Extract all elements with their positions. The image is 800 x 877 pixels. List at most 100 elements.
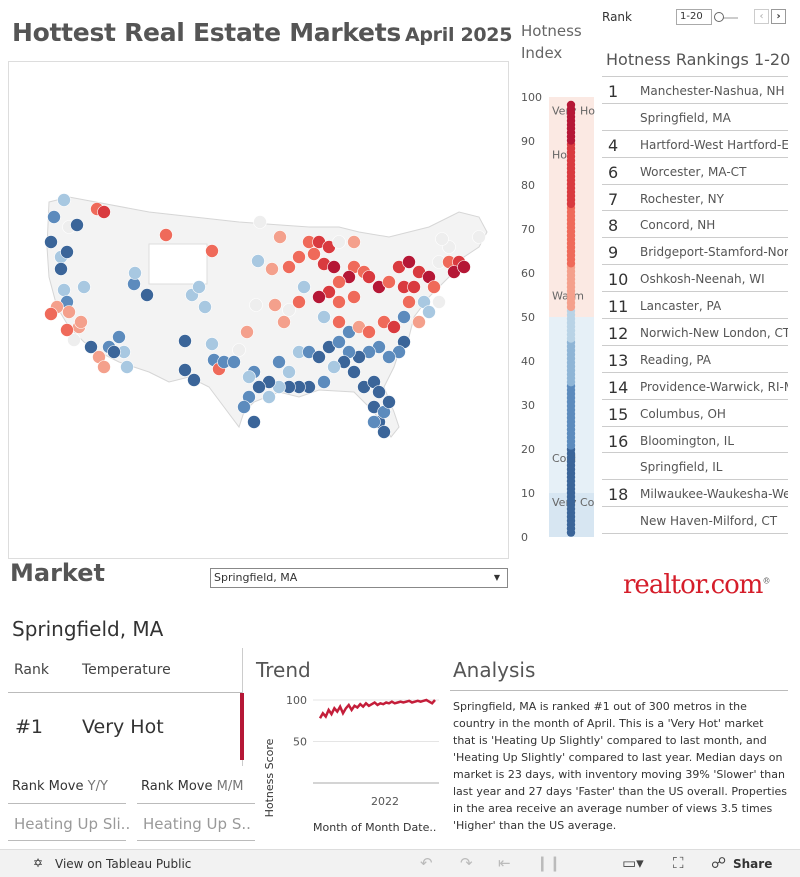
metro-dot[interactable]: [332, 315, 346, 329]
metro-dot[interactable]: [317, 310, 331, 324]
ranking-row[interactable]: 12 Norwich-New London, CT: [602, 319, 788, 346]
metro-dot[interactable]: [70, 218, 84, 232]
rank-slider-handle[interactable]: [714, 12, 724, 22]
metro-dot[interactable]: [402, 255, 416, 269]
metro-dot[interactable]: [397, 310, 411, 324]
metro-dot[interactable]: [227, 355, 241, 369]
metro-dot[interactable]: [387, 320, 401, 334]
revert-icon[interactable]: ⇤: [498, 854, 511, 872]
ranking-row[interactable]: 15 Columbus, OH: [602, 400, 788, 427]
metro-dot[interactable]: [205, 337, 219, 351]
ranking-row[interactable]: Springfield, IL: [602, 453, 788, 481]
metro-dot[interactable]: [140, 288, 154, 302]
metro-dot[interactable]: [402, 295, 416, 309]
metro-dot[interactable]: [312, 290, 326, 304]
metro-dot[interactable]: [277, 315, 291, 329]
view-on-tableau-link[interactable]: View on Tableau Public: [55, 857, 192, 871]
ranking-row[interactable]: Springfield, MA: [602, 104, 788, 131]
metro-dot[interactable]: [377, 425, 391, 439]
metro-dot[interactable]: [297, 280, 311, 294]
tableau-logo-icon[interactable]: ✡: [33, 856, 44, 870]
metro-dot[interactable]: [412, 315, 426, 329]
metro-dot[interactable]: [84, 340, 98, 354]
metro-dot[interactable]: [97, 360, 111, 374]
metro-dot[interactable]: [44, 307, 58, 321]
metro-dot[interactable]: [242, 370, 256, 384]
metro-dot[interactable]: [205, 244, 219, 258]
metro-dot[interactable]: [112, 330, 126, 344]
metro-dot[interactable]: [272, 355, 286, 369]
ranking-row[interactable]: 16 Bloomington, IL: [602, 427, 788, 454]
metro-dot[interactable]: [60, 323, 74, 337]
metro-dot[interactable]: [192, 280, 206, 294]
chevron-right-icon[interactable]: ›: [771, 9, 786, 24]
metro-dot[interactable]: [232, 343, 246, 357]
metro-dot[interactable]: [57, 283, 71, 297]
metro-dot[interactable]: [312, 350, 326, 364]
metro-dot[interactable]: [120, 360, 134, 374]
metro-dot[interactable]: [457, 260, 471, 274]
ranking-row[interactable]: 6 Worcester, MA-CT: [602, 158, 788, 185]
metro-dot[interactable]: [57, 193, 71, 207]
metro-dot[interactable]: [273, 230, 287, 244]
metro-dot[interactable]: [44, 235, 58, 249]
metro-dot[interactable]: [362, 325, 376, 339]
metro-dot[interactable]: [47, 210, 61, 224]
us-map-canvas[interactable]: [9, 62, 509, 559]
ranking-row[interactable]: 8 Concord, NH: [602, 211, 788, 239]
metro-dot[interactable]: [347, 365, 361, 379]
metro-dot[interactable]: [327, 360, 341, 374]
metro-dot[interactable]: [432, 295, 446, 309]
ranking-row[interactable]: New Haven-Milford, CT: [602, 507, 788, 535]
rankings-list[interactable]: 1 Manchester-Nashua, NH Springfield, MA 4 Ha…: [602, 76, 788, 536]
metro-dot[interactable]: [332, 235, 346, 249]
metro-dot[interactable]: [422, 305, 436, 319]
ranking-row[interactable]: 11 Lancaster, PA: [602, 292, 788, 320]
fullscreen-icon[interactable]: ⛶: [673, 854, 684, 872]
ranking-row[interactable]: 10 Oshkosh-Neenah, WI: [602, 265, 788, 293]
share-button[interactable]: Share: [733, 857, 773, 871]
metro-dot[interactable]: [282, 260, 296, 274]
metro-dot[interactable]: [268, 298, 282, 312]
metro-dot[interactable]: [60, 245, 74, 259]
metro-dot[interactable]: [427, 280, 441, 294]
metro-dot[interactable]: [327, 260, 341, 274]
metro-dot[interactable]: [253, 215, 267, 229]
metro-dot[interactable]: [62, 305, 76, 319]
metro-dot[interactable]: [237, 400, 251, 414]
ranking-row[interactable]: 7 Rochester, NY: [602, 185, 788, 212]
chevron-left-icon[interactable]: ‹: [754, 9, 769, 24]
metro-dot[interactable]: [382, 275, 396, 289]
us-map[interactable]: [8, 61, 509, 559]
market-select[interactable]: Springfield, MA ▼: [210, 568, 508, 588]
metro-dot[interactable]: [382, 395, 396, 409]
ranking-row[interactable]: 1 Manchester-Nashua, NH: [602, 77, 788, 104]
ranking-row[interactable]: 9 Bridgeport-Stamford-Norwalk, CT: [602, 238, 788, 266]
metro-dot[interactable]: [67, 333, 81, 347]
metro-dot[interactable]: [407, 280, 421, 294]
metro-dot[interactable]: [367, 415, 381, 429]
metro-dot[interactable]: [472, 230, 486, 244]
metro-dot[interactable]: [382, 350, 396, 364]
metro-dot[interactable]: [198, 300, 212, 314]
metro-dot[interactable]: [187, 373, 201, 387]
metro-dot[interactable]: [435, 232, 449, 246]
undo-icon[interactable]: ↶: [420, 854, 433, 872]
metro-dot[interactable]: [265, 262, 279, 276]
metro-dot[interactable]: [249, 298, 263, 312]
trend-chart[interactable]: Hotness Score Month of Month Date.. 100 5…: [256, 688, 446, 838]
metro-dot[interactable]: [332, 275, 346, 289]
ranking-row[interactable]: 18 Milwaukee-Waukesha-West Allis, WI: [602, 480, 788, 508]
ranking-row[interactable]: 4 Hartford-West Hartford-East Hartford, C…: [602, 131, 788, 158]
ranking-row[interactable]: 13 Reading, PA: [602, 346, 788, 373]
device-layout-icon[interactable]: ▭▾: [622, 854, 644, 872]
metro-dot[interactable]: [54, 262, 68, 276]
metro-dot[interactable]: [292, 295, 306, 309]
metro-dot[interactable]: [347, 235, 361, 249]
metro-dot[interactable]: [74, 315, 88, 329]
metro-dot[interactable]: [347, 290, 361, 304]
rank-filter-value[interactable]: 1-20: [676, 9, 712, 25]
rank-filter[interactable]: Rank 1-20 ‹ ›: [602, 8, 794, 28]
metro-dot[interactable]: [282, 303, 296, 317]
